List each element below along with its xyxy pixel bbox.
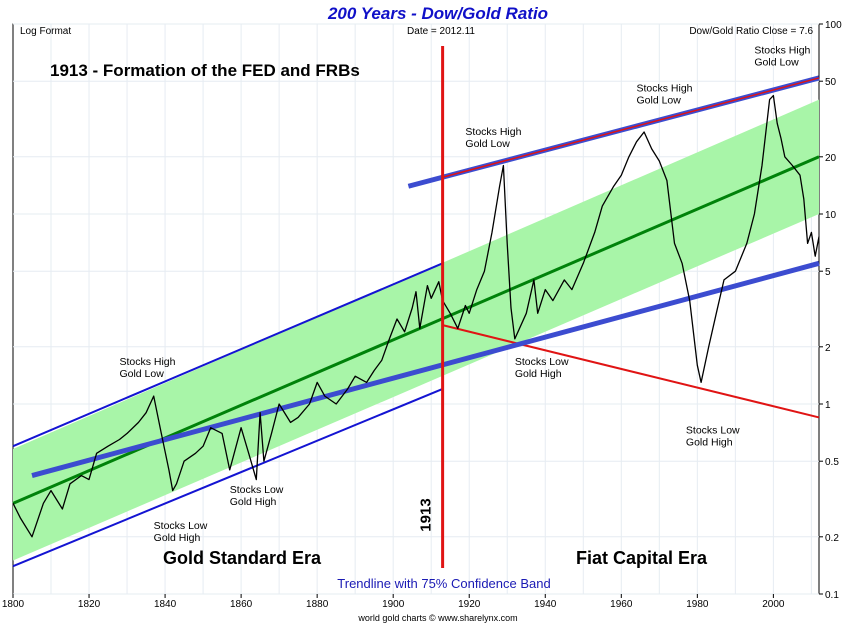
plot-area bbox=[12, 23, 820, 595]
y-tick-label: 50 bbox=[825, 77, 837, 88]
band-caption: Trendline with 75% Confidence Band bbox=[337, 576, 550, 591]
x-tick-label: 2000 bbox=[762, 599, 785, 610]
y-tick-label: 2 bbox=[825, 343, 831, 354]
y-axis-ticks: 100 50 20 10 5 2 1 0.5 0.2 0.1 bbox=[819, 20, 842, 601]
dow-gold-ratio-series bbox=[12, 94, 820, 538]
header-ratio-close: Dow/Gold Ratio Close = 7.6 bbox=[689, 26, 813, 37]
annotation-line-1: Stocks High bbox=[637, 83, 693, 95]
annotation-line-2: Gold High bbox=[515, 368, 562, 380]
annotation-line-1: Stocks High bbox=[754, 44, 810, 56]
y-tick-label: 0.2 bbox=[825, 533, 839, 544]
y-tick-label: 10 bbox=[825, 210, 837, 221]
annotation-line-2: Gold Low bbox=[754, 56, 799, 68]
annotation-line-1: Stocks Low bbox=[686, 424, 740, 436]
x-tick-label: 1920 bbox=[458, 599, 481, 610]
annotation-line-2: Gold High bbox=[230, 496, 277, 508]
annotation-line-1: Stocks Low bbox=[154, 520, 208, 532]
x-tick-label: 1900 bbox=[382, 599, 405, 610]
y-tick-label: 5 bbox=[825, 267, 831, 278]
header-log-format: Log Format bbox=[20, 26, 71, 37]
chart-title: 200 Years - Dow/Gold Ratio bbox=[327, 4, 548, 23]
y-tick-label: 100 bbox=[825, 20, 842, 31]
x-tick-label: 1860 bbox=[230, 599, 253, 610]
y-tick-label: 1 bbox=[825, 400, 831, 411]
x-tick-label: 1960 bbox=[610, 599, 633, 610]
y-tick-label: 0.1 bbox=[825, 590, 839, 601]
y-tick-label: 0.5 bbox=[825, 457, 839, 468]
headline-fed-formation: 1913 - Formation of the FED and FRBs bbox=[50, 61, 360, 80]
annotation-line-1: Stocks High bbox=[465, 126, 521, 138]
grid bbox=[13, 23, 819, 595]
annotation-line-1: Stocks Low bbox=[230, 484, 284, 496]
annotation-line-2: Gold High bbox=[686, 436, 733, 448]
x-tick-label: 1800 bbox=[2, 599, 25, 610]
era-label-gold-standard: Gold Standard Era bbox=[163, 548, 322, 568]
old-channel-lower-line bbox=[12, 388, 443, 568]
old-channel-upper-line bbox=[12, 262, 444, 448]
y-tick-label: 20 bbox=[825, 153, 837, 164]
annotation-line-2: Gold High bbox=[154, 532, 201, 544]
era-label-fiat-capital: Fiat Capital Era bbox=[576, 548, 708, 568]
annotation-line-2: Gold Low bbox=[119, 368, 164, 380]
marker-label-1913: 1913 bbox=[418, 498, 435, 531]
x-tick-label: 1820 bbox=[78, 599, 101, 610]
x-axis-ticks: 1800 1820 1840 1860 1880 1900 1920 1940 1960 1980… bbox=[2, 594, 785, 610]
annotation-line-1: Stocks Low bbox=[515, 356, 569, 368]
x-tick-label: 1940 bbox=[534, 599, 557, 610]
x-tick-label: 1980 bbox=[686, 599, 709, 610]
x-tick-label: 1840 bbox=[154, 599, 177, 610]
x-tick-label: 1880 bbox=[306, 599, 329, 610]
annotation-line-1: Stocks High bbox=[119, 356, 175, 368]
new-channel-top-red-line bbox=[442, 77, 820, 178]
annotation-line-2: Gold Low bbox=[637, 95, 682, 107]
footer-credit: world gold charts © www.sharelynx.com bbox=[357, 613, 517, 623]
new-channel-bottom-line bbox=[442, 324, 820, 419]
header-date: Date = 2012.11 bbox=[407, 26, 475, 37]
annotation-line-2: Gold Low bbox=[465, 138, 510, 150]
